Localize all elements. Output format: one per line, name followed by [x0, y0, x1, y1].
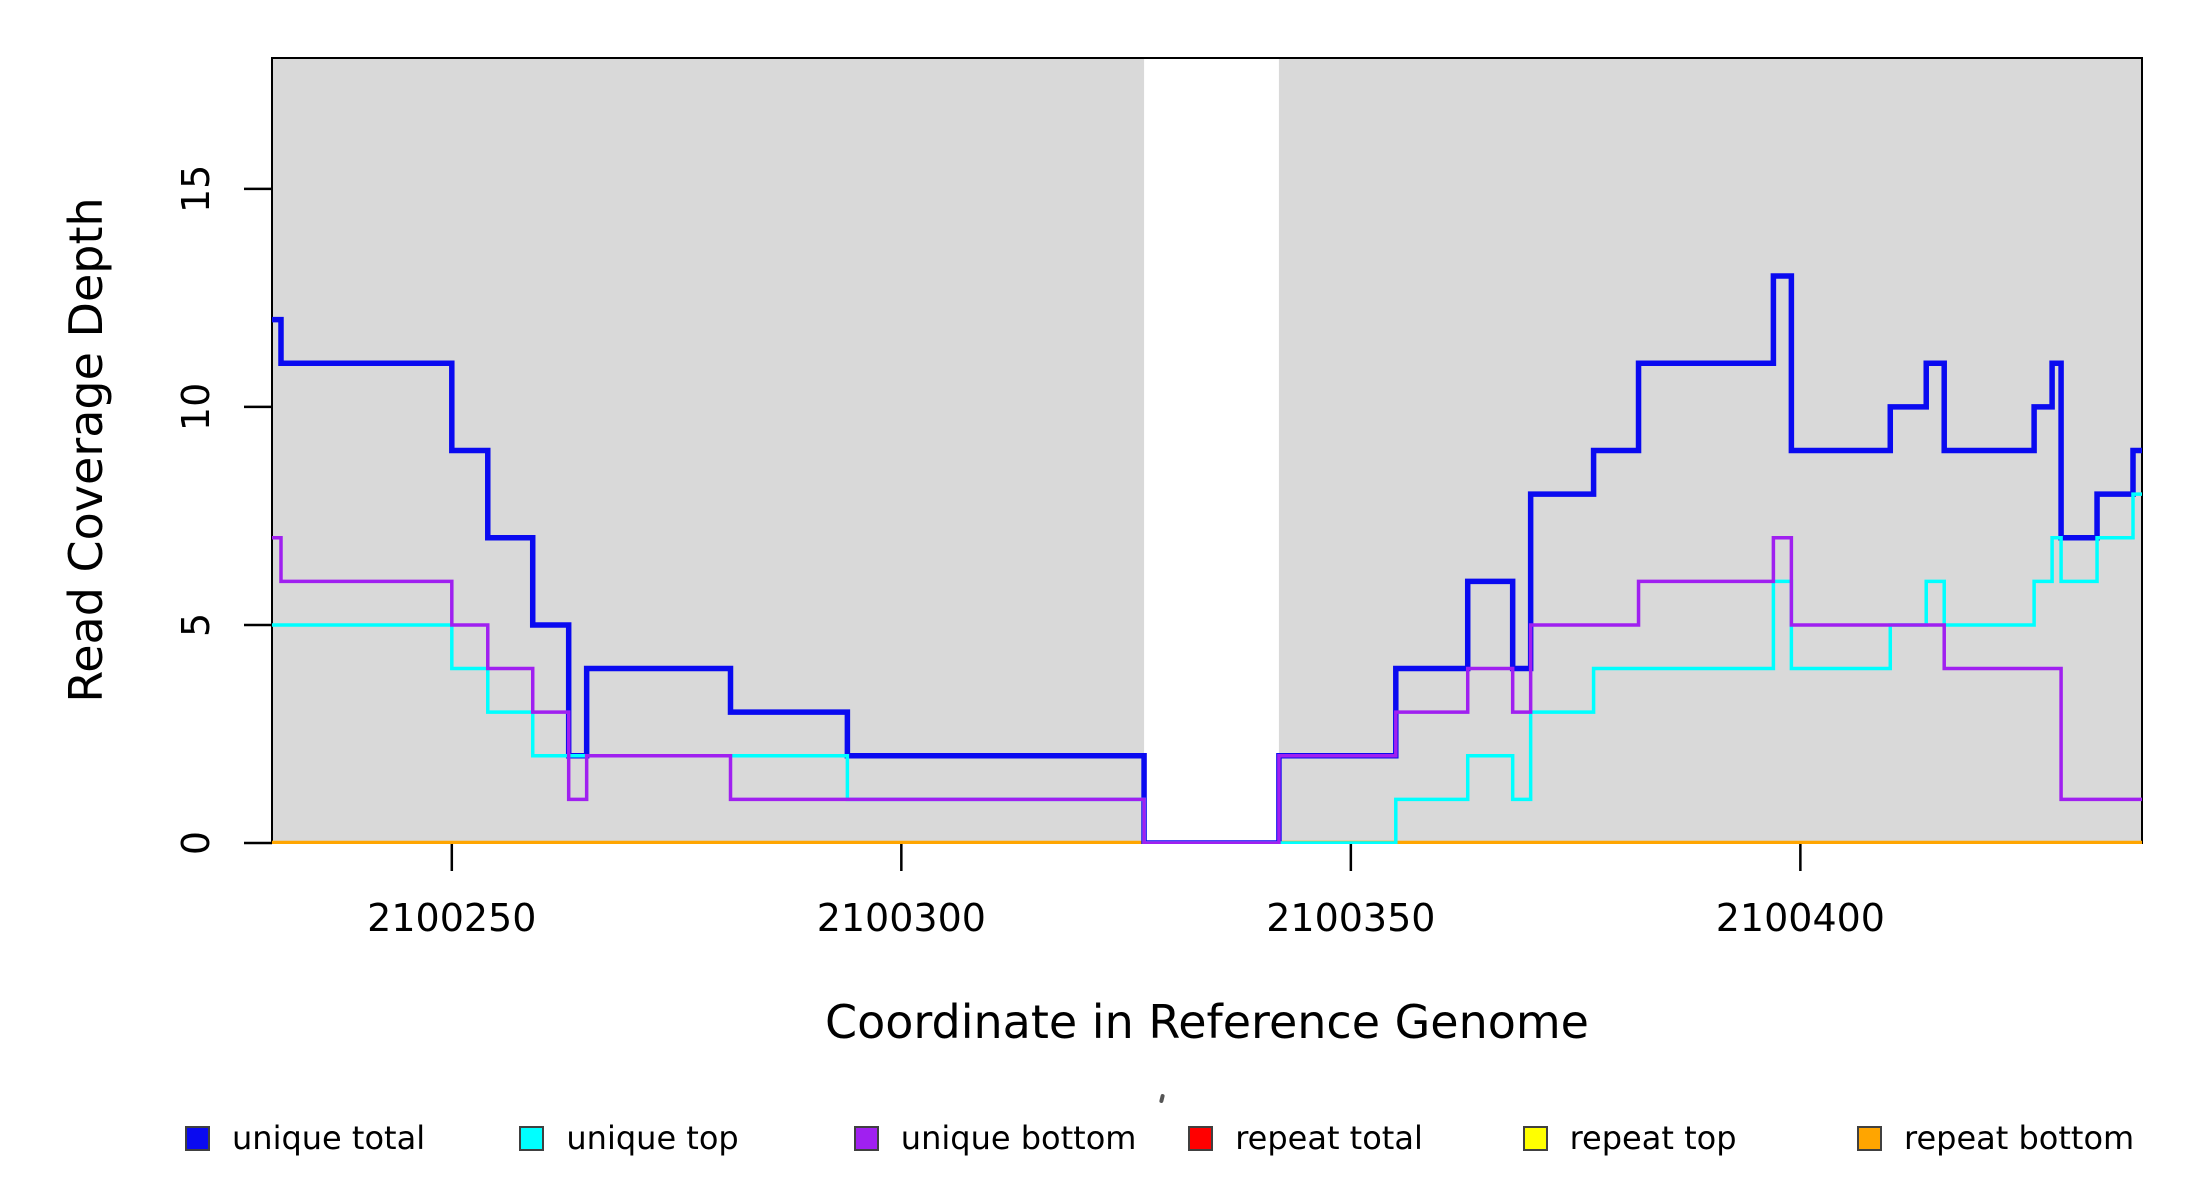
legend: unique total unique top unique bottom repea… — [0, 1119, 2200, 1157]
x-tick-label: 2100400 — [1716, 896, 1885, 940]
legend-item-repeat-total: repeat total — [1188, 1119, 1423, 1157]
legend-item-repeat-top: repeat top — [1522, 1119, 1737, 1157]
coverage-shading-band — [272, 58, 1145, 843]
series-unique-top — [272, 492, 2142, 844]
y-tick-label: 5 — [174, 613, 218, 637]
legend-swatch-icon — [1522, 1125, 1548, 1151]
legend-item-repeat-bottom: repeat bottom — [1857, 1119, 2135, 1157]
legend-label: repeat bottom — [1904, 1119, 2135, 1157]
x-tick-label: 2100300 — [817, 896, 986, 940]
legend-swatch-icon — [519, 1125, 545, 1151]
legend-label: unique top — [566, 1119, 739, 1157]
legend-label: repeat total — [1235, 1119, 1423, 1157]
y-tick-label: 10 — [174, 383, 218, 431]
y-tick-label: 15 — [174, 165, 218, 213]
legend-item-unique-bottom: unique bottom — [853, 1119, 1137, 1157]
legend-swatch-icon — [185, 1125, 210, 1151]
legend-swatch-icon — [1857, 1125, 1882, 1151]
legend-label: unique bottom — [900, 1119, 1137, 1157]
series-unique-bottom — [272, 535, 2142, 844]
legend-label: unique total — [232, 1119, 426, 1157]
legend-swatch-icon — [853, 1125, 879, 1151]
legend-label: repeat top — [1569, 1119, 1737, 1157]
x-axis-title: Coordinate in Reference Genome — [825, 995, 1589, 1049]
legend-swatch-icon — [1188, 1125, 1214, 1151]
x-tick-label: 2100250 — [367, 896, 536, 940]
legend-item-unique-top: unique top — [519, 1119, 739, 1157]
legend-item-unique-total: unique total — [185, 1119, 426, 1157]
y-tick-label: 0 — [174, 831, 218, 855]
x-tick-label: 2100350 — [1266, 896, 1435, 940]
y-axis-title: Read Coverage Depth — [59, 197, 113, 703]
series-unique-total — [272, 273, 2142, 844]
